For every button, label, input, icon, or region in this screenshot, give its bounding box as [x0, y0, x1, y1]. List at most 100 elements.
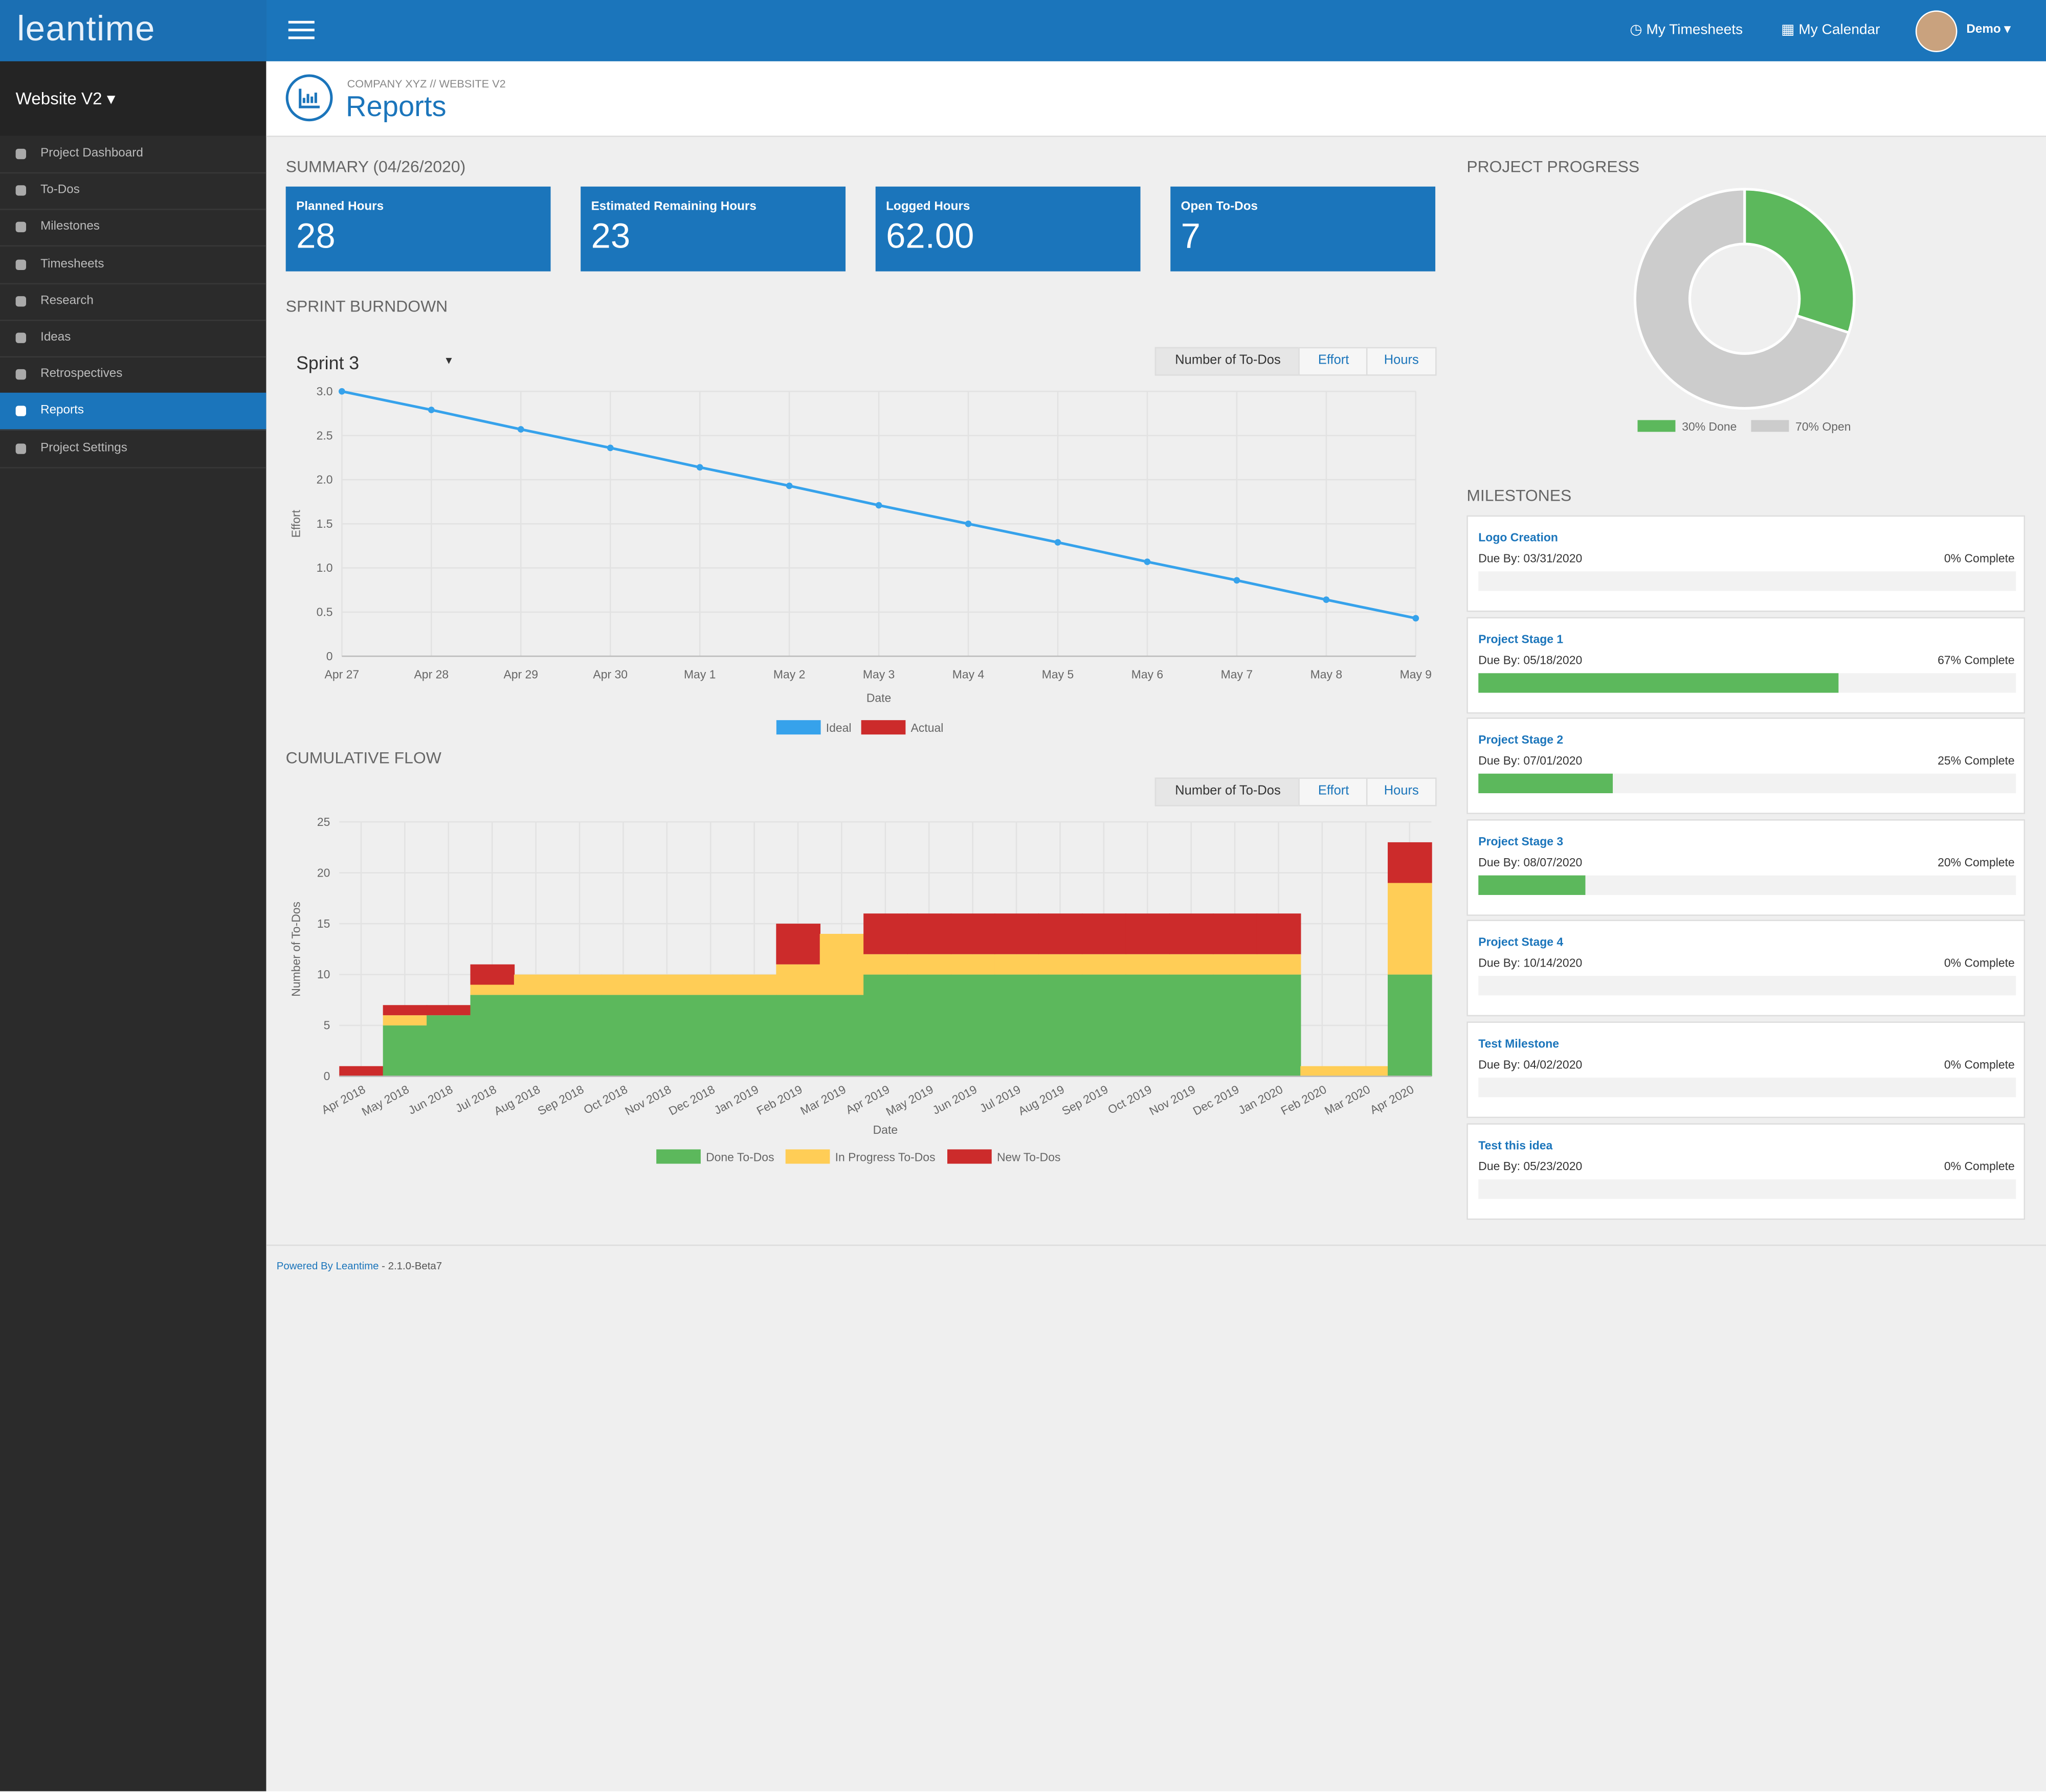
point — [607, 444, 614, 452]
x-tick-label: Jan 2019 — [712, 1083, 761, 1117]
nav-icon — [15, 185, 27, 196]
x-tick-label: Apr 30 — [593, 668, 628, 681]
nav-label[interactable]: To-Dos — [40, 183, 80, 197]
area-segment — [688, 974, 733, 995]
toggle-button[interactable]: Number of To-Dos — [1154, 347, 1301, 376]
y-tick-label: 15 — [317, 917, 330, 930]
logo-area: leantime — [0, 0, 266, 61]
toggle-button[interactable]: Hours — [1366, 347, 1437, 376]
x-tick-label: Jul 2018 — [453, 1083, 499, 1115]
milestone-name[interactable]: Project Stage 2 — [1478, 733, 1564, 747]
x-tick-label: Jul 2019 — [977, 1083, 1023, 1115]
area-segment — [383, 1005, 428, 1016]
project-selector[interactable]: Website V2 ▾ — [0, 61, 266, 136]
nav-item[interactable]: Project Settings — [0, 430, 266, 468]
nav-label[interactable]: Project Dashboard — [40, 146, 143, 161]
area-segment — [339, 1066, 384, 1077]
toggle-button[interactable]: Effort — [1298, 347, 1369, 376]
progress-title: PROJECT PROGRESS — [1466, 158, 1640, 176]
user-menu[interactable]: Demo ▾ — [1966, 22, 2011, 37]
summary-title: SUMMARY (04/26/2020) — [285, 158, 466, 176]
milestone-card: Test this idea Due By: 05/23/2020 0% Compl… — [1466, 1123, 2026, 1220]
area-segment — [776, 995, 821, 1077]
area-segment — [1388, 842, 1432, 883]
footer-link[interactable]: Powered By Leantime — [276, 1260, 379, 1272]
nav-label[interactable]: Retrospectives — [40, 367, 123, 382]
area-segment — [1388, 883, 1432, 975]
topbar: ◷ My Timesheets ▦ My Calendar Demo ▾ — [266, 0, 2046, 61]
avatar[interactable] — [1915, 10, 1958, 53]
nav-label[interactable]: Project Settings — [40, 440, 127, 455]
nav-item[interactable]: Timesheets — [0, 246, 266, 284]
x-axis-label: Date — [873, 1123, 898, 1136]
area-segment — [1256, 913, 1301, 954]
nav-label[interactable]: Ideas — [40, 330, 71, 345]
milestone-percent: 0% Complete — [1944, 1058, 2015, 1071]
card-value: 7 — [1181, 216, 1200, 256]
nav-label[interactable]: Milestones — [40, 219, 100, 234]
x-tick-label: Nov 2019 — [1147, 1083, 1197, 1118]
legend-label: Actual — [911, 721, 944, 734]
area-segment — [994, 974, 1039, 1077]
project-name[interactable]: Website V2 ▾ — [15, 88, 116, 108]
nav-item[interactable]: To-Dos — [0, 172, 266, 211]
calendar-text[interactable]: My Calendar — [1798, 22, 1880, 38]
user-name[interactable]: Demo — [1966, 22, 2001, 37]
milestones-title: MILESTONES — [1466, 486, 1572, 505]
footer-text: Powered By Leantime - 2.1.0-Beta7 — [277, 1260, 442, 1272]
milestone-percent: 25% Complete — [1938, 754, 2015, 768]
timesheets-text[interactable]: My Timesheets — [1646, 22, 1743, 38]
nav-item[interactable]: Milestones — [0, 209, 266, 248]
milestone-name[interactable]: Project Stage 4 — [1478, 936, 1564, 949]
x-tick-label: Dec 2018 — [666, 1083, 717, 1118]
toggle-button[interactable]: Number of To-Dos — [1154, 777, 1301, 807]
nav-item[interactable]: Ideas — [0, 320, 266, 357]
milestone-percent: 67% Complete — [1938, 653, 2015, 666]
area-segment — [863, 913, 908, 954]
footer-version: - 2.1.0-Beta7 — [379, 1260, 442, 1272]
x-axis-label: Date — [866, 691, 891, 704]
sprint-name[interactable]: Sprint 3 — [296, 352, 360, 373]
y-tick-label: 20 — [317, 866, 330, 879]
milestone-percent: 20% Complete — [1938, 855, 2015, 869]
donut-slice — [1743, 188, 1856, 334]
milestone-card: Test Milestone Due By: 04/02/2020 0% Compl… — [1466, 1021, 2026, 1118]
milestone-card: Project Stage 2 Due By: 07/01/2020 25% Com… — [1466, 718, 2026, 815]
nav-label[interactable]: Timesheets — [40, 256, 104, 271]
nav-item[interactable]: Retrospectives — [0, 356, 266, 394]
area-segment — [863, 954, 908, 975]
area-segment — [1256, 954, 1301, 975]
area-segment — [776, 964, 821, 995]
area-segment — [1169, 974, 1214, 1077]
nav-label[interactable]: Research — [40, 293, 94, 308]
x-tick-label: May 9 — [1400, 668, 1432, 681]
summary-card: Logged Hours 62.00 — [875, 186, 1141, 272]
nav-icon — [15, 296, 27, 306]
menu-toggle[interactable] — [288, 20, 315, 39]
milestone-name[interactable]: Project Stage 1 — [1478, 632, 1564, 645]
area-segment — [907, 974, 952, 1077]
toggle-button[interactable]: Effort — [1298, 777, 1369, 807]
calendar-link[interactable]: ▦ My Calendar — [1781, 22, 1880, 38]
point — [517, 426, 524, 433]
area-segment — [1388, 974, 1432, 1077]
card-value: 28 — [296, 216, 336, 256]
milestone-name[interactable]: Test Milestone — [1478, 1037, 1560, 1050]
point — [338, 388, 345, 395]
timesheets-link[interactable]: ◷ My Timesheets — [1630, 22, 1743, 38]
milestone-name[interactable]: Project Stage 3 — [1478, 835, 1564, 848]
area-segment — [1213, 974, 1258, 1077]
nav-item[interactable]: Project Dashboard — [0, 136, 266, 174]
nav-label[interactable]: Reports — [40, 404, 84, 418]
milestone-name[interactable]: Test this idea — [1478, 1138, 1553, 1152]
project-name-text[interactable]: Website V2 — [15, 88, 102, 108]
area-segment — [1169, 913, 1214, 954]
area-segment — [1082, 954, 1126, 975]
milestone-name[interactable]: Logo Creation — [1478, 531, 1558, 544]
nav-item[interactable]: Research — [0, 283, 266, 321]
legend-swatch — [785, 1149, 830, 1164]
sprint-select[interactable]: Sprint 3 ▼ — [296, 352, 454, 373]
nav-item[interactable]: Reports — [0, 393, 266, 431]
toggle-button[interactable]: Hours — [1366, 777, 1437, 807]
logo[interactable]: leantime — [17, 9, 155, 49]
